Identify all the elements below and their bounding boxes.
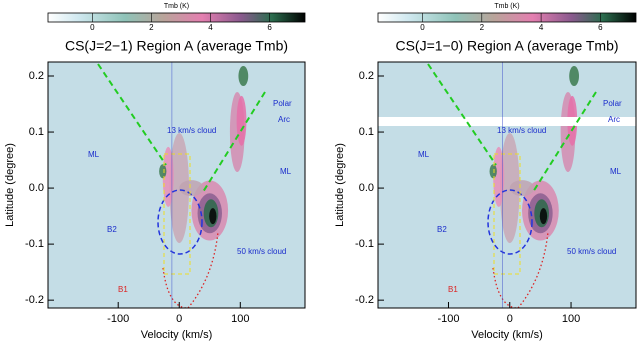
y-tick-label: -0.2 (25, 294, 44, 306)
annotation: Arc (278, 115, 290, 124)
annotation: B1 (118, 285, 128, 294)
annotation: 13 km/s cloud (497, 126, 546, 135)
annotation: Arc (608, 115, 620, 124)
y-tick-label: -0.1 (355, 238, 374, 250)
colorbar-tick-label: 4 (539, 23, 544, 32)
plot-frame (47, 61, 306, 309)
panel: Tmb (K) 0 2 4 6 CS(J=2−1) Region A (average T… (4, 3, 306, 341)
green-dash (427, 63, 497, 166)
yellow-dash-box (493, 153, 521, 275)
annotation: Polar (603, 99, 622, 108)
colorbar (47, 12, 306, 23)
yellow-dash-box (163, 153, 191, 275)
x-axis-label: Velocity (km/s) (471, 329, 543, 341)
blank-stripe (378, 117, 636, 126)
annotation: ML (418, 150, 430, 159)
colorbar-tick-label: 2 (149, 23, 154, 32)
x-tick-label: 100 (562, 313, 580, 325)
annotation: 50 km/s cloud (567, 247, 616, 256)
green-dash (97, 63, 167, 166)
heatmap (378, 62, 636, 308)
colorbar-label: Tmb (K) (164, 3, 189, 10)
y-tick-label: -0.1 (25, 238, 44, 250)
x-tick-label: 0 (176, 313, 182, 325)
colorbar-tick-label: 0 (420, 23, 425, 32)
colorbar-tick-label: 0 (90, 23, 95, 32)
annotation: 50 km/s cloud (237, 247, 286, 256)
heatmap (48, 62, 305, 308)
emission (162, 146, 174, 207)
y-tick-label: 0.2 (29, 70, 44, 82)
panel: Tmb (K) 0 2 4 6 CS(J=1−0) Region A (average T… (334, 3, 637, 341)
y-tick-label: 0.0 (359, 182, 374, 194)
plot-frame (377, 61, 637, 309)
emission (236, 95, 247, 146)
blue-dash-ellipse (157, 189, 203, 255)
annotation: B1 (448, 285, 458, 294)
x-tick-label: 100 (231, 313, 249, 325)
y-tick-label: 0.1 (359, 126, 374, 138)
emission (179, 180, 204, 197)
emission (569, 66, 580, 87)
annotation: ML (610, 167, 622, 176)
x-tick-label: -100 (437, 313, 459, 325)
emission (509, 180, 535, 197)
blue-dash-ellipse (487, 189, 533, 255)
x-tick-label: 0 (507, 313, 513, 325)
emission (539, 208, 548, 225)
y-tick-label: 0.0 (29, 182, 44, 194)
emission (159, 164, 167, 179)
colorbar-tick-label: 4 (208, 23, 213, 32)
y-tick-label: 0.1 (29, 126, 44, 138)
colorbar (377, 12, 637, 23)
emission (209, 208, 217, 225)
annotation: ML (280, 167, 292, 176)
chart-title: CS(J=1−0) Region A (average Tmb) (395, 38, 618, 54)
annotation: 13 km/s cloud (167, 126, 216, 135)
colorbar-tick-label: 6 (267, 23, 272, 32)
colorbar-tick-label: 2 (480, 23, 485, 32)
annotation: B2 (437, 225, 447, 234)
x-axis-label: Velocity (km/s) (141, 329, 213, 341)
emission (493, 146, 505, 207)
annotation: B2 (107, 225, 117, 234)
annotation: ML (88, 150, 100, 159)
y-axis-label: Latitude (degree) (334, 143, 346, 227)
y-axis-label: Latitude (degree) (4, 143, 16, 227)
annotation: Polar (273, 99, 292, 108)
colorbar-tick-label: 6 (598, 23, 603, 32)
y-tick-label: -0.2 (355, 294, 374, 306)
colorbar-label: Tmb (K) (494, 3, 519, 10)
x-tick-label: -100 (107, 313, 129, 325)
chart-title: CS(J=2−1) Region A (average Tmb) (65, 38, 288, 54)
emission (489, 164, 497, 179)
emission (169, 133, 190, 244)
emission (238, 66, 249, 87)
y-tick-label: 0.2 (359, 70, 374, 82)
